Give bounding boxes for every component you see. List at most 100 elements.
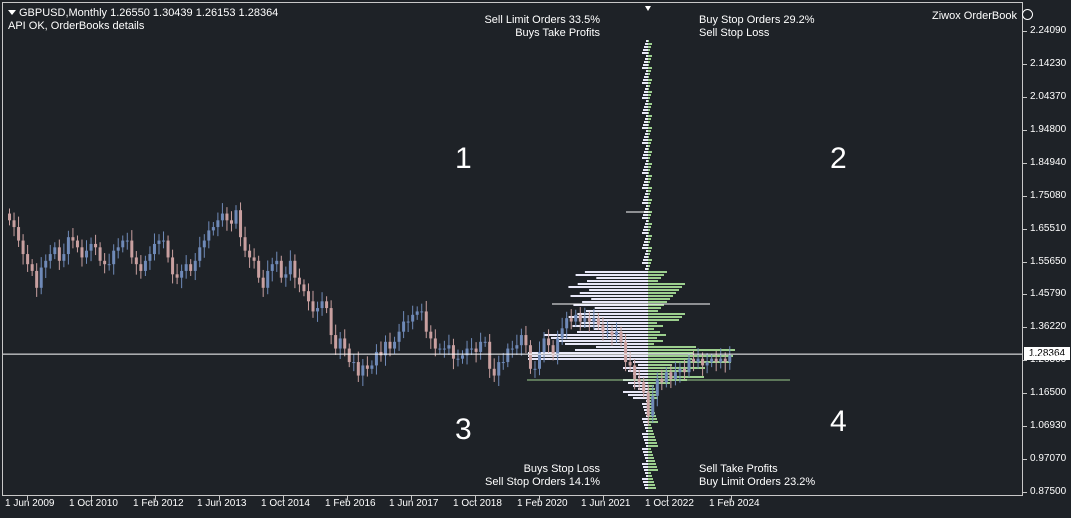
- candle-body: [85, 250, 89, 258]
- sell-depth-bar: [646, 145, 648, 147]
- chart-plot-area[interactable]: [2, 2, 1023, 496]
- candle-body: [71, 237, 75, 241]
- buy-depth-bar: [648, 271, 667, 273]
- candle-body: [338, 338, 342, 349]
- top-left-label-2: Buys Take Profits: [515, 27, 600, 39]
- candle-body: [402, 321, 406, 332]
- buy-depth-bar: [648, 184, 649, 186]
- candle-body: [669, 372, 673, 379]
- sell-depth-bar: [642, 142, 648, 144]
- sell-depth-bar: [570, 295, 648, 297]
- candle-body: [130, 240, 134, 258]
- sell-depth-bar: [646, 205, 648, 207]
- sell-depth-bar: [642, 127, 648, 129]
- buy-depth-bar: [648, 313, 685, 315]
- time-axis-tick: [283, 496, 284, 500]
- sell-depth-bar: [575, 349, 648, 351]
- time-axis-tick: [27, 496, 28, 500]
- sell-depth-bar: [645, 208, 648, 210]
- buy-depth-bar: [648, 475, 652, 477]
- sell-depth-bar: [633, 397, 648, 399]
- candle-body: [21, 240, 25, 255]
- sell-depth-bar: [528, 352, 648, 354]
- buy-depth-bar: [648, 121, 650, 123]
- buy-depth-bar: [648, 460, 655, 462]
- sell-depth-bar: [582, 301, 648, 303]
- sell-depth-bar: [644, 439, 648, 441]
- sell-depth-bar: [643, 124, 648, 126]
- candle-body: [370, 365, 374, 369]
- candle-body: [488, 341, 492, 369]
- candle-body: [171, 257, 175, 275]
- sell-depth-bar: [577, 313, 648, 315]
- candle-body: [682, 368, 686, 373]
- sell-depth-bar: [645, 472, 648, 474]
- candle-body: [574, 314, 578, 322]
- bottom-right-label-1: Sell Take Profits: [699, 463, 778, 475]
- candle-body: [175, 274, 179, 278]
- candle-body: [139, 264, 143, 271]
- sell-depth-bar: [645, 148, 648, 150]
- buy-depth-bar: [648, 370, 688, 372]
- candle-body: [275, 260, 279, 265]
- candle-body: [53, 247, 57, 255]
- candle-body: [121, 240, 125, 248]
- sell-depth-bar: [623, 391, 648, 393]
- price-axis-label: 1.65510: [1030, 222, 1067, 234]
- sell-depth-bar: [643, 184, 648, 186]
- quadrant-1-label: 1: [455, 142, 472, 175]
- time-axis-tick: [667, 496, 668, 500]
- buy-depth-bar: [648, 253, 650, 255]
- candle-body: [538, 351, 542, 369]
- buy-depth-bar: [648, 355, 733, 357]
- sell-depth-bar: [645, 73, 648, 75]
- buy-depth-bar: [648, 157, 650, 159]
- buy-depth-bar: [648, 445, 658, 447]
- candle-body: [429, 331, 433, 339]
- buy-depth-bar: [648, 454, 653, 456]
- sell-depth-bar: [645, 88, 648, 90]
- buy-depth-bar: [648, 442, 657, 444]
- buy-depth-bar: [648, 88, 649, 90]
- candle-body: [569, 318, 573, 322]
- smiley-icon: [1022, 9, 1034, 20]
- candle-body: [646, 392, 650, 417]
- sell-depth-bar: [646, 475, 648, 477]
- candle-body: [216, 220, 220, 228]
- top-right-label-2: Sell Stop Loss: [699, 27, 770, 39]
- buy-depth-bar: [648, 286, 682, 288]
- candle-body: [547, 338, 551, 346]
- buy-depth-bar: [648, 181, 650, 183]
- sell-depth-bar: [628, 370, 648, 372]
- buy-depth-bar: [648, 382, 670, 384]
- buy-depth-bar: [648, 67, 652, 69]
- buy-depth-bar: [648, 283, 685, 285]
- sell-depth-bar: [645, 58, 648, 60]
- candle-body: [284, 274, 288, 278]
- buy-depth-bar: [648, 115, 652, 117]
- collapse-triangle-icon[interactable]: [8, 10, 16, 15]
- candle-body: [257, 260, 261, 278]
- sell-depth-bar: [644, 256, 648, 258]
- sell-depth-bar: [642, 232, 648, 234]
- sell-depth-bar: [642, 112, 648, 114]
- time-axis-label: 1 Feb 2020: [517, 498, 568, 509]
- sell-depth-bar: [644, 136, 648, 138]
- buy-depth-bar: [648, 43, 652, 45]
- candle-body: [601, 324, 605, 332]
- sell-depth-bar: [643, 64, 648, 66]
- price-axis-label: 1.16500: [1030, 387, 1067, 399]
- sell-depth-bar: [644, 241, 648, 243]
- buy-depth-bar: [648, 166, 651, 168]
- candle-body: [293, 260, 297, 278]
- sell-depth-bar: [645, 193, 648, 195]
- sell-depth-bar: [642, 52, 648, 54]
- candle-body: [243, 237, 247, 251]
- candle-body: [30, 264, 34, 271]
- sell-depth-bar: [643, 466, 648, 468]
- time-axis-tick: [731, 496, 732, 500]
- buy-depth-bar: [648, 256, 649, 258]
- buy-depth-bar: [648, 310, 658, 312]
